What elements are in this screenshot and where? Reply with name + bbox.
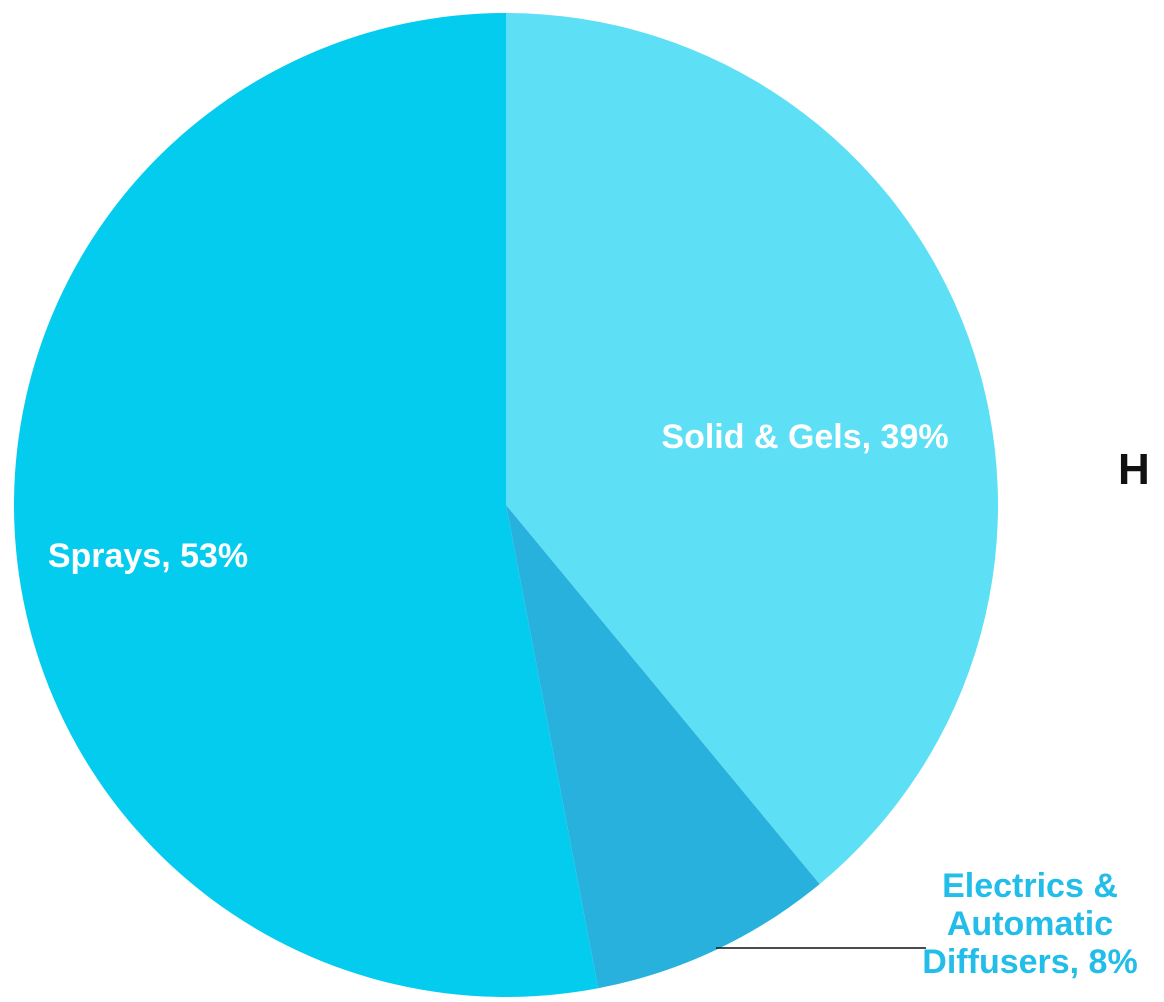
slice-label-sprays: Sprays, 53%	[48, 537, 248, 575]
slice-label-line: Electrics &	[942, 867, 1118, 905]
slice-label-line: Automatic	[947, 905, 1113, 943]
clipped-title-text: H	[1118, 445, 1150, 494]
slice-label-line: Solid & Gels, 39%	[661, 418, 948, 456]
pie-slice-sprays	[13, 13, 599, 998]
slice-label-line: Diffusers, 8%	[922, 943, 1137, 981]
pie-slice-solid-and-gels	[506, 13, 999, 885]
slice-label-line: Sprays, 53%	[48, 537, 248, 575]
slice-label-electrics-and-automatic-diffusers: Electrics & Automatic Diffusers, 8%	[922, 867, 1137, 981]
pie-slices	[13, 13, 999, 998]
slice-label-solid-and-gels: Solid & Gels, 39%	[661, 418, 948, 456]
slice-labels: Solid & Gels, 39% Electrics & Automatic Dif…	[48, 418, 1138, 981]
pie-slice-electrics-and-automatic-diffusers	[506, 505, 820, 989]
